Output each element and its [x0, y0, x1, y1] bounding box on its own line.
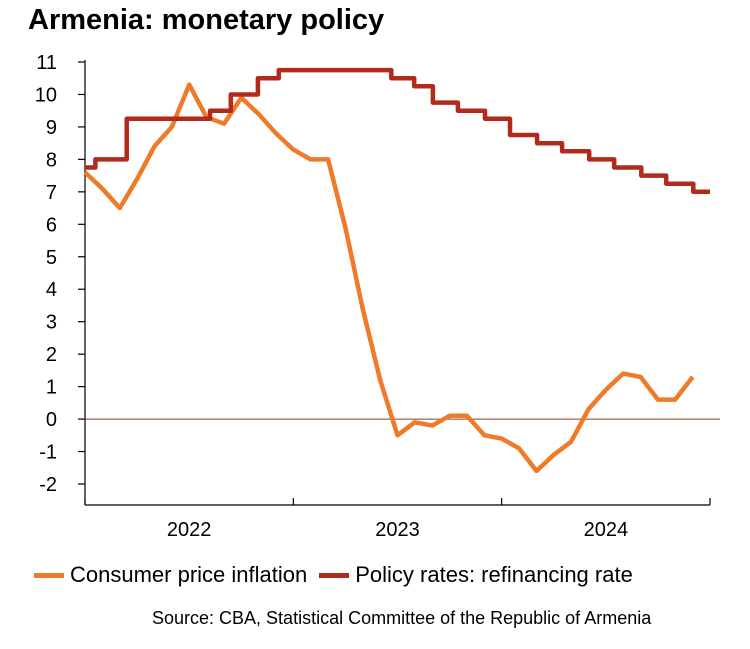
series-line-refinancing-rate	[85, 67, 710, 195]
legend-swatch-inflation	[34, 572, 64, 578]
x-tick-label: 2024	[584, 519, 629, 541]
y-tick-label: 8	[46, 149, 57, 171]
y-tick-label: 2	[46, 344, 57, 366]
series-line-inflation	[83, 82, 695, 474]
chart-title: Armenia: monetary policy	[28, 4, 385, 36]
legend-item-inflation: Consumer price inflation	[34, 562, 307, 588]
y-tick-label: 0	[46, 409, 57, 431]
y-tick-label: 1	[46, 377, 57, 399]
y-tick-label: 10	[35, 84, 57, 106]
y-tick-label: 4	[46, 279, 57, 301]
y-tick-label: 11	[36, 52, 57, 74]
y-tick-label: 7	[46, 182, 57, 204]
legend-label-inflation: Consumer price inflation	[70, 562, 308, 587]
y-tick-label: 5	[46, 247, 57, 269]
legend-label-refinancing-rate: Policy rates: refinancing rate	[355, 562, 633, 587]
legend: Consumer price inflation Policy rates: r…	[34, 562, 645, 588]
x-axis: 2022 2023 2024	[84, 498, 711, 541]
legend-item-refinancing-rate: Policy rates: refinancing rate	[319, 562, 633, 588]
x-tick-label: 2023	[375, 519, 420, 541]
y-tick-label: -2	[39, 474, 57, 496]
y-tick-label: 6	[46, 214, 57, 236]
y-tick-label: 3	[46, 312, 57, 334]
x-tick-label: 2022	[167, 519, 212, 541]
series-layer	[83, 67, 710, 474]
y-tick-label: 9	[46, 117, 57, 139]
legend-swatch-refinancing-rate	[319, 572, 350, 578]
source-note: Source: CBA, Statistical Committee of th…	[152, 608, 652, 628]
y-tick-label: -1	[39, 442, 57, 464]
